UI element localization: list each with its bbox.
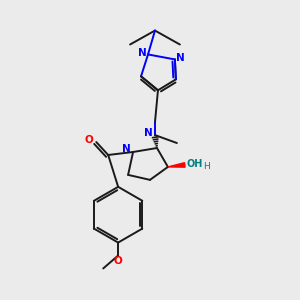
Polygon shape (168, 163, 185, 167)
Text: H: H (203, 162, 210, 171)
Text: O: O (85, 135, 94, 145)
Text: N: N (176, 53, 185, 63)
Text: OH: OH (187, 159, 203, 169)
Text: N: N (122, 144, 130, 154)
Text: N: N (138, 48, 146, 59)
Text: N: N (144, 128, 152, 138)
Text: O: O (114, 256, 122, 266)
